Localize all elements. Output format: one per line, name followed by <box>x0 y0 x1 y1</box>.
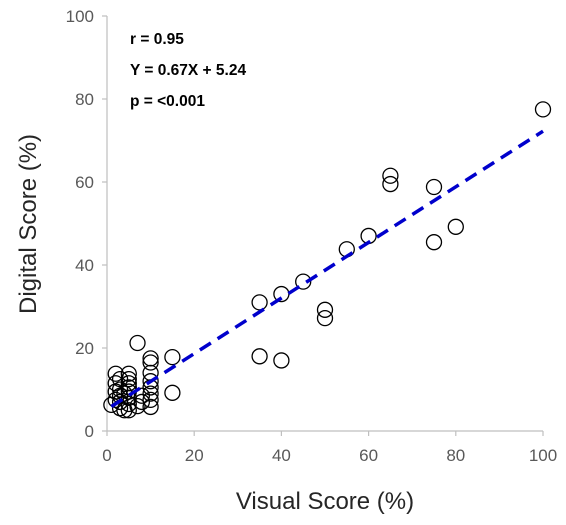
x-axis-title: Visual Score (%) <box>236 488 414 515</box>
x-tick-label: 80 <box>446 446 465 465</box>
data-point <box>534 101 552 118</box>
data-point <box>273 352 290 369</box>
data-point <box>251 348 268 365</box>
data-point <box>142 373 159 390</box>
x-tick-label: 40 <box>272 446 291 465</box>
y-axis-ticks: 0 20 40 60 80 100 <box>66 7 107 441</box>
data-point <box>425 178 443 196</box>
annotation-p-value: p = <0.001 <box>130 93 205 110</box>
data-point <box>164 348 181 366</box>
data-point <box>425 234 443 251</box>
y-tick-label: 40 <box>75 256 94 275</box>
data-point <box>120 365 137 382</box>
x-tick-label: 0 <box>102 446 111 465</box>
data-point <box>447 218 464 235</box>
x-tick-label: 60 <box>359 446 378 465</box>
data-point <box>133 393 151 411</box>
x-tick-label: 20 <box>185 446 204 465</box>
data-point <box>142 385 159 402</box>
y-tick-label: 80 <box>75 90 94 109</box>
data-point <box>129 334 146 352</box>
data-point <box>382 167 399 184</box>
regression-line <box>110 129 544 408</box>
y-tick-label: 0 <box>85 422 94 441</box>
data-point <box>251 294 268 311</box>
data-point <box>164 384 181 401</box>
data-point <box>120 395 137 413</box>
data-point <box>111 381 129 398</box>
data-point <box>316 309 334 327</box>
data-point <box>133 387 151 404</box>
data-point <box>120 402 137 419</box>
data-point <box>120 379 137 396</box>
y-axis-title: Digital Score (%) <box>15 134 42 314</box>
axes <box>106 16 543 432</box>
data-point <box>111 370 129 388</box>
data-point <box>295 273 312 290</box>
data-point <box>316 301 334 318</box>
y-tick-label: 20 <box>75 339 94 358</box>
y-tick-label: 100 <box>66 7 94 26</box>
data-point <box>111 393 129 411</box>
data-point <box>382 175 399 193</box>
data-points <box>103 101 552 419</box>
data-point <box>142 350 159 367</box>
regression-line-group <box>110 129 544 408</box>
data-point <box>120 370 137 388</box>
data-point <box>142 391 159 409</box>
annotation-equation: Y = 0.67X + 5.24 <box>130 62 246 79</box>
annotation-r: r = 0.95 <box>130 31 184 48</box>
x-tick-label: 100 <box>529 446 557 465</box>
x-axis-ticks: 0 20 40 60 80 100 <box>102 431 557 465</box>
data-point <box>129 397 146 415</box>
data-point <box>142 354 159 371</box>
y-tick-label: 60 <box>75 173 94 192</box>
data-point <box>120 375 137 392</box>
data-point <box>142 398 159 416</box>
